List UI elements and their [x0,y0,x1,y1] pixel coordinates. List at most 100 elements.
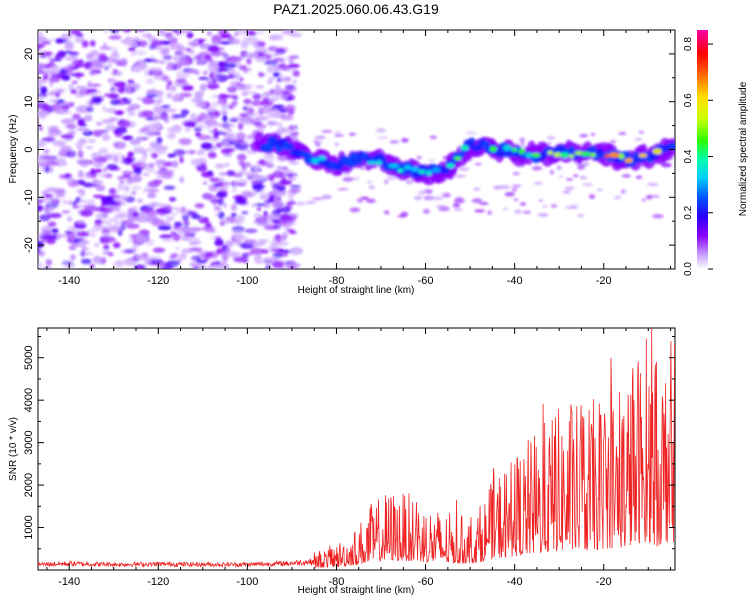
spectrogram-noise-blob [45,259,52,265]
colorbar-tick-label: 0.0 [683,262,694,276]
spectrogram-scatter-blob [348,132,356,136]
spectrogram-noise-blob [271,261,284,268]
spectrogram-noise-blob [200,142,213,150]
spectrogram-noise-blob [38,111,47,120]
spectrogram-noise-blob [60,134,75,139]
spectrogram-noise-blob [70,254,76,261]
spectrogram-noise-blob [122,97,129,102]
spectrogram-noise-blob [48,76,61,83]
spectrogram-noise-blob [210,101,218,108]
spectrogram-track-core [397,168,404,173]
spectrogram-noise-blob [152,247,166,253]
spectrogram-noise-blob [207,151,217,159]
spectrogram-noise-blob [56,142,67,147]
spectrogram-noise-blob [166,259,180,267]
spectrogram-noise-blob [206,114,218,120]
spectrogram-noise-blob [246,90,257,95]
spectrogram-ytick-label: -10 [23,189,35,205]
spectrogram-track-core [581,151,591,157]
spectrogram-noise-blob [286,201,297,205]
spectrogram-noise-blob [162,54,173,61]
spectrogram-noise-blob [232,172,244,178]
spectrogram-noise-blob [76,127,87,131]
spectrogram-noise-blob [231,230,245,238]
spectrogram-track-blob [457,151,465,159]
spectrogram-scatter-blob [423,195,434,201]
spectrogram-scatter-blob [465,131,477,135]
spectrogram-noise-blob [86,52,94,60]
spectrogram-noise-blob [263,210,268,218]
spectrogram-noise-blob [110,99,120,106]
spectrogram-scatter-blob [479,202,489,205]
spectrogram-noise-blob [216,192,227,197]
spectrogram-noise-blob [233,181,238,188]
spectrogram-track-core [624,158,633,163]
spectrogram-noise-blob [221,142,230,147]
spectrogram-noise-blob [155,262,165,268]
spectrogram-noise-blob [231,187,238,193]
spectrogram-track-core [553,152,562,158]
spectrogram-noise-blob [213,122,227,127]
spectrogram-scatter-blob [647,182,659,187]
spectrogram-noise-blob [214,131,228,135]
spectrogram-noise-blob [39,214,51,222]
colorbar-tick-label: 0.8 [683,37,694,51]
spectrogram-noise-blob [228,105,234,110]
snr-xtick-label: -40 [507,576,523,588]
snr-xtick-label: -80 [329,576,345,588]
spectrogram-noise-blob [157,114,168,120]
spectrogram-noise-blob [39,235,53,240]
spectrogram-noise-blob [112,68,118,74]
spectrogram-scatter-blob [579,175,587,180]
spectrogram-noise-blob [229,118,239,122]
spectrogram-noise-blob [222,114,228,122]
spectrogram-noise-blob [171,30,178,33]
spectrogram-scatter-blob [458,167,470,172]
spectrogram-scatter-blob [401,138,409,143]
snr-ytick-label: 2000 [23,473,35,497]
spectrogram-noise-blob [120,223,126,231]
spectrogram-noise-blob [147,192,157,199]
spectrogram-scatter-blob [315,142,321,147]
spectrogram-noise-blob [218,60,224,69]
spectrogram-scatter-blob [321,130,333,133]
spectrogram-noise-blob [154,159,167,165]
spectrogram-noise-blob [66,177,75,182]
spectrogram-noise-blob [146,210,158,217]
spectrogram-noise-blob [107,60,112,68]
spectrogram-noise-blob [136,215,151,223]
spectrogram-noise-blob [114,126,128,134]
spectrogram-noise-blob [47,98,59,103]
spectrogram-noise-blob [68,245,77,250]
spectrogram-scatter-blob [305,201,317,204]
spectrogram-noise-blob [142,152,148,159]
spectrogram-noise-blob [240,50,249,58]
spectrogram-noise-blob [155,208,168,213]
spectrogram-scatter-blob [520,202,526,206]
spectrogram-noise-blob [73,223,87,230]
spectrogram-scatter-blob [512,184,522,188]
spectrogram-xtick-label: -60 [418,275,434,287]
spectrogram-noise-blob [200,52,205,60]
spectrogram-noise-blob [207,65,214,72]
spectrogram-noise-blob [194,261,199,267]
spectrogram-noise-blob [175,246,180,250]
spectrogram-scatter-blob [537,212,549,217]
spectrogram-scatter-blob [549,169,555,175]
spectrogram-noise-blob [197,157,207,164]
figure-title: PAZ1.2025.060.06.43.G19 [273,1,439,17]
spectrogram-noise-blob [103,167,108,172]
spectrogram-noise-blob [179,156,184,164]
spectrogram-noise-blob [230,80,237,88]
spectrogram-noise-blob [250,203,258,207]
spectrogram-xtick-label: -140 [58,275,80,287]
spectrogram-noise-blob [293,249,300,255]
spectrogram-noise-blob [214,212,220,217]
spectrogram-noise-blob [281,91,290,95]
spectrogram-noise-blob [128,175,143,183]
spectrogram-track-core [489,146,498,153]
spectrogram-noise-blob [47,221,57,227]
spectrogram-noise-blob [52,103,61,111]
spectrogram-noise-blob [185,211,198,216]
spectrogram-noise-blob [132,205,138,211]
